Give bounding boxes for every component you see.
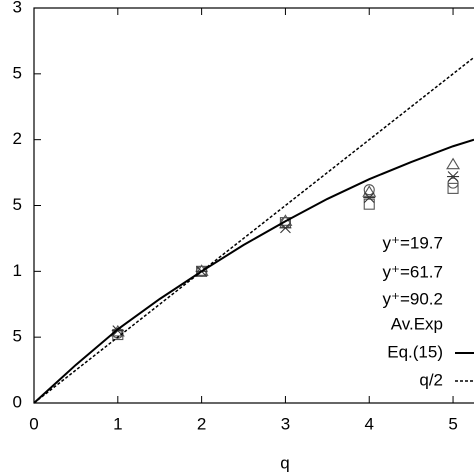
y-tick-label: 5 — [13, 327, 22, 346]
legend-bg — [345, 315, 445, 335]
legend-label: Eq.(15) — [387, 342, 443, 361]
legend-bg — [345, 371, 445, 391]
x-tick-label: 1 — [113, 414, 122, 433]
legend-label: Av.Exp — [391, 314, 443, 333]
y-tick-label: 3 — [13, 0, 22, 16]
legend-bg — [345, 290, 445, 310]
x-tick-label: 2 — [197, 414, 206, 433]
y-tick-label: 5 — [13, 195, 22, 214]
y-tick-label: 5 — [13, 63, 22, 82]
legend-bg — [345, 234, 445, 254]
marker — [446, 157, 461, 170]
marker — [363, 198, 375, 210]
legend-label: y⁺=19.7 — [383, 233, 444, 252]
marker — [447, 182, 459, 194]
line — [33, 56, 474, 404]
legend-bg — [345, 343, 445, 363]
line — [33, 138, 474, 404]
marker — [363, 184, 375, 196]
marker — [447, 171, 460, 182]
x-tick-label: 5 — [448, 414, 457, 433]
legend-label: y⁺=90.2 — [383, 289, 444, 308]
legend-label: q/2 — [419, 370, 443, 389]
marker — [363, 192, 376, 203]
y-tick-label: 0 — [13, 392, 22, 411]
marker — [279, 222, 292, 234]
x-tick-label: 3 — [281, 414, 290, 433]
y-tick-label: 2 — [13, 129, 22, 148]
legend-bg — [345, 263, 445, 283]
x-tick-label: 4 — [365, 414, 374, 433]
x-tick-label: 0 — [29, 414, 38, 433]
x-axis-label: q — [280, 453, 289, 472]
y-tick-label: 1 — [13, 261, 22, 280]
marker — [362, 185, 377, 197]
legend-label: y⁺=61.7 — [383, 262, 444, 281]
